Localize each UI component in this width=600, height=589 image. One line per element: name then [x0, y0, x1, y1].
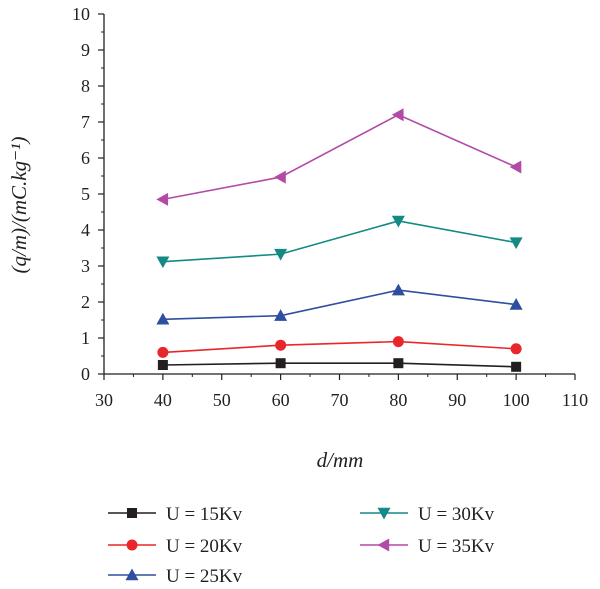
x-tick-label: 70 [331, 390, 349, 410]
data-point [511, 361, 522, 372]
y-tick-label: 10 [72, 4, 90, 24]
x-tick-label: 80 [389, 390, 407, 410]
data-point [510, 343, 522, 355]
x-tick-label: 60 [272, 390, 290, 410]
legend-label: U = 20Kv [166, 536, 243, 557]
legend-marker [126, 539, 138, 551]
legend-item-3: U = 25Kv [108, 566, 243, 587]
legend-label: U = 35Kv [418, 536, 495, 557]
y-tick-label: 0 [81, 364, 90, 384]
legend-marker [125, 568, 139, 581]
data-point [156, 192, 169, 206]
x-tick-label: 30 [95, 390, 113, 410]
y-tick-label: 2 [81, 292, 90, 312]
series-1 [157, 358, 522, 372]
series-layer [156, 108, 523, 372]
legend-item-2: U = 20Kv [108, 536, 243, 557]
legend-label: U = 30Kv [418, 504, 495, 525]
legend-marker [127, 508, 137, 518]
y-tick-label: 3 [81, 256, 90, 276]
x-tick-label: 110 [562, 390, 588, 410]
legend-item-4: U = 30Kv [360, 504, 495, 525]
y-tick-label: 7 [81, 112, 90, 132]
series-4 [156, 215, 523, 269]
y-tick-label: 8 [81, 76, 90, 96]
data-point [509, 298, 523, 310]
series-line [162, 289, 517, 321]
y-tick-label: 5 [81, 184, 90, 204]
data-point [391, 215, 405, 228]
y-tick-label: 6 [81, 148, 90, 168]
x-tick-label: 100 [503, 390, 530, 410]
data-point [156, 312, 170, 325]
data-point [509, 237, 523, 250]
x-tick-label: 90 [448, 390, 466, 410]
data-point [156, 256, 170, 269]
legend-item-5: U = 35Kv [360, 536, 495, 557]
series-3 [156, 283, 523, 325]
data-point [391, 283, 405, 296]
y-tick-label: 1 [81, 328, 90, 348]
data-point [274, 170, 286, 184]
y-tick-label: 4 [81, 220, 90, 240]
data-point [275, 358, 286, 369]
series-line [162, 220, 517, 263]
data-point [392, 336, 404, 348]
legend-marker [377, 538, 390, 552]
series-line [162, 340, 517, 354]
series-2 [157, 336, 522, 358]
data-point [274, 309, 288, 321]
data-point [391, 108, 404, 122]
data-point [274, 248, 288, 261]
legend-label: U = 25Kv [166, 566, 243, 587]
data-point [157, 360, 168, 370]
x-tick-label: 40 [154, 390, 172, 410]
y-axis-title: (q/m)/(mC.kg⁻¹) [7, 137, 31, 274]
legend-item-1: U = 15Kv [108, 504, 243, 525]
axes: 0 1 2 3 4 5 6 7 8 9 10 30 40 50 60 70 80 90 100 110 [72, 4, 588, 410]
y-tick-label: 9 [81, 40, 90, 60]
series-5 [156, 108, 522, 206]
data-point [509, 160, 522, 174]
x-tick-label: 50 [213, 390, 231, 410]
legend: U = 15Kv U = 20Kv U = 25Kv U = 30Kv U = 35Kv [108, 504, 495, 587]
data-point [393, 358, 404, 369]
x-axis-title: d/mm [317, 448, 364, 472]
series-line [162, 113, 517, 201]
series-line [162, 362, 517, 368]
data-point [275, 339, 287, 351]
data-point [157, 346, 169, 358]
legend-label: U = 15Kv [166, 504, 243, 525]
legend-marker [377, 507, 391, 520]
